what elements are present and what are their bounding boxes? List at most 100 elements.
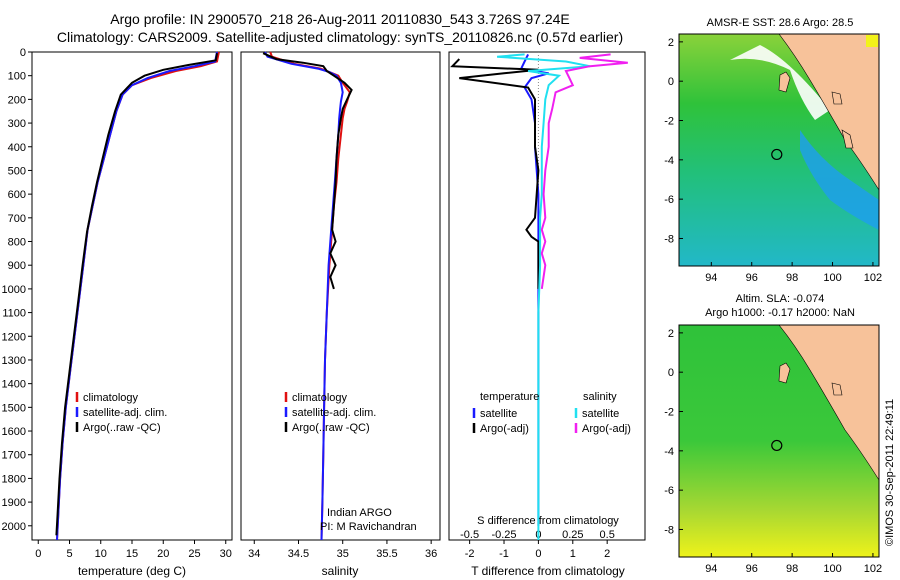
map-y-tick-label: 0	[668, 76, 674, 88]
legend-label: Argo(..raw -QC)	[292, 422, 370, 434]
x-tick-label: 0	[35, 548, 41, 560]
sst-map-title: AMSR-E SST: 28.6 Argo: 28.5	[707, 17, 854, 29]
x-tick-label: 15	[126, 548, 138, 560]
top-axis-tick-label: -0.5	[460, 529, 479, 541]
y-tick-label: 500	[8, 165, 26, 177]
y-tick-label: 700	[8, 213, 26, 225]
map-x-tick-label: 94	[705, 563, 717, 575]
y-tick-label: 1800	[2, 473, 26, 485]
map-x-tick-label: 100	[823, 563, 841, 575]
y-tick-label: 600	[8, 189, 26, 201]
legend-label: satellite	[582, 408, 619, 420]
x-tick-label: 5	[66, 548, 72, 560]
difference-x-axis-label: T difference from climatology	[471, 564, 625, 578]
y-tick-label: 1700	[2, 450, 26, 462]
x-tick-label: 35.5	[376, 548, 397, 560]
temperature-plot-frame	[31, 51, 233, 541]
map-y-tick-label: 2	[668, 328, 674, 340]
series-line-temperature-argo-adj-	[450, 58, 540, 289]
map-x-tick-label: 98	[786, 272, 798, 284]
top-axis-tick-label: -0.25	[491, 529, 516, 541]
y-tick-label: 1300	[2, 355, 26, 367]
y-tick-label: 1900	[2, 497, 26, 509]
y-tick-label: 400	[8, 142, 26, 154]
x-tick-label: 10	[95, 548, 107, 560]
map-y-tick-label: -2	[664, 116, 674, 128]
map-x-tick-label: 102	[864, 272, 882, 284]
series-line-argo-raw-qc-	[262, 52, 353, 290]
sla-island-simeulue	[778, 362, 791, 384]
legend-temperature-title: temperature	[480, 391, 539, 403]
y-tick-label: 1200	[2, 331, 26, 343]
top-axis-tick-label: 0.25	[562, 529, 583, 541]
temperature-x-axis-label: temperature (deg C)	[78, 564, 186, 578]
legend-label: climatology	[83, 392, 139, 404]
map-x-tick-label: 98	[786, 563, 798, 575]
x-tick-label: -2	[465, 548, 475, 560]
map-x-tick-label: 94	[705, 272, 717, 284]
y-tick-label: 2000	[2, 521, 26, 533]
top-axis-tick-label: 0.5	[600, 529, 615, 541]
sst-island-siberut	[841, 129, 854, 149]
x-tick-label: 0	[535, 548, 541, 560]
x-tick-label: 1	[570, 548, 576, 560]
series-line-argo-raw-qc-	[55, 53, 218, 536]
y-tick-label: 900	[8, 260, 26, 272]
map-y-tick-label: -6	[664, 194, 674, 206]
y-tick-label: 1400	[2, 379, 26, 391]
map-x-tick-label: 100	[823, 272, 841, 284]
sst-warm-pixel	[866, 35, 878, 47]
map-x-tick-label: 96	[746, 563, 758, 575]
imos-credit: ©IMOS 30-Sep-2011 22:49:11	[884, 399, 896, 546]
legend-label: climatology	[292, 392, 348, 404]
y-tick-label: 1600	[2, 426, 26, 438]
sla-map: Altim. SLA: -0.074 Argo h1000: -0.17 h20…	[664, 293, 882, 575]
sst-cloud-mask	[730, 45, 830, 120]
salinity-annotation-line1: Indian ARGO	[327, 507, 392, 519]
map-x-tick-label: 102	[864, 563, 882, 575]
map-y-tick-label: 2	[668, 37, 674, 49]
plot-title-line2: Climatology: CARS2009. Satellite-adjuste…	[56, 29, 624, 45]
temperature-panel: 0100200300400500600700800900100011001200…	[2, 47, 233, 578]
x-tick-label: 34.5	[288, 548, 309, 560]
y-tick-label: 300	[8, 118, 26, 130]
map-y-tick-label: -8	[664, 524, 674, 536]
map-y-tick-label: -2	[664, 407, 674, 419]
x-tick-label: 20	[157, 548, 169, 560]
difference-plot-frame	[448, 51, 646, 541]
x-tick-label: 30	[220, 548, 232, 560]
series-line-salinity-argo-adj-	[540, 53, 628, 290]
y-tick-label: 1100	[2, 308, 26, 320]
x-tick-label: 35	[337, 548, 349, 560]
sst-island-nias	[831, 91, 843, 105]
y-tick-label: 100	[8, 71, 26, 83]
difference-top-axis-label: S difference from climatology	[477, 515, 619, 527]
plot-title-line1: Argo profile: IN 2900570_218 26-Aug-2011…	[110, 11, 570, 27]
sla-map-frame	[678, 324, 880, 558]
sla-land-sumatra	[778, 325, 879, 481]
legend-label: satellite-adj. clim.	[83, 407, 167, 419]
y-tick-label: 1500	[2, 402, 26, 414]
map-y-tick-label: -4	[664, 155, 674, 167]
sla-argo-location-marker	[771, 439, 783, 452]
x-tick-label: 25	[188, 548, 200, 560]
x-tick-label: 36	[425, 548, 437, 560]
y-tick-label: 1000	[2, 284, 26, 296]
sla-map-title-line2: Argo h1000: -0.17 h2000: NaN	[705, 307, 855, 319]
y-tick-label: 800	[8, 237, 26, 249]
sst-map-frame	[678, 33, 880, 267]
sst-island-simeulue	[778, 71, 791, 93]
legend-label: Argo(..raw -QC)	[83, 422, 161, 434]
map-y-tick-label: 0	[668, 367, 674, 379]
legend-label: Argo(-adj)	[582, 423, 631, 435]
y-tick-label: 0	[20, 47, 26, 59]
sst-map: AMSR-E SST: 28.6 Argo: 28.5 94 96 98 100 102…	[664, 17, 882, 284]
map-y-tick-label: -4	[664, 446, 674, 458]
map-y-tick-label: -6	[664, 485, 674, 497]
salinity-panel: 34 34.5 35 35.5 36 climatology satellite-adj. …	[240, 51, 441, 578]
legend-label: satellite-adj. clim.	[292, 407, 376, 419]
series-line-salinity-satellite	[497, 53, 591, 540]
sst-land-sumatra	[778, 34, 879, 191]
x-tick-label: -1	[499, 548, 509, 560]
